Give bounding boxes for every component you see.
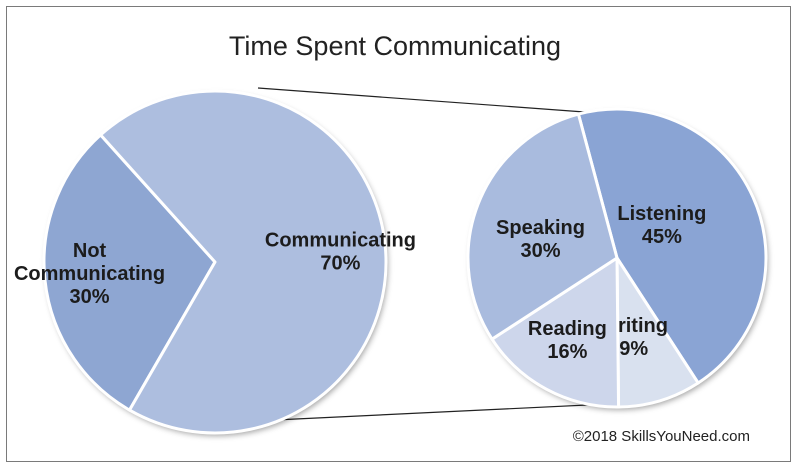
slice-name: Communicating: [265, 229, 416, 251]
chart-title: Time Spent Communicating: [229, 31, 561, 61]
connector-line-bottom: [274, 403, 609, 421]
slice-label-speaking: Speaking 30%: [496, 217, 585, 262]
slice-percent: 70%: [320, 252, 360, 274]
pie-slice-not-communicating: [42, 133, 217, 412]
slice-name: Reading: [528, 318, 607, 340]
slice-label-listening: Listening 45%: [617, 203, 706, 248]
slice-percent: 9%: [619, 338, 648, 360]
slice-name: Communicating: [14, 263, 165, 285]
slice-percent: 45%: [642, 226, 682, 248]
pie-time-communicating: Not Communicating 30%Communicating 70%: [14, 89, 416, 435]
slice-name: Speaking: [496, 217, 585, 239]
pie-communication-breakdown: Listening 45%Writing 9%Reading 16%Speaking 3…: [466, 107, 768, 409]
slice-name: Listening: [617, 203, 706, 225]
slice-label-communicating: Communicating 70%: [265, 229, 416, 274]
connector-line-top: [257, 87, 599, 114]
copyright-text: ©2018 SkillsYouNeed.com: [573, 428, 750, 445]
slice-percent: 30%: [520, 240, 560, 262]
slice-label-reading: Reading 16%: [528, 318, 607, 363]
pie-slice-speaking: [466, 112, 619, 341]
pie-slice-communicating: [99, 89, 388, 435]
slice-label-not-communicating: Not Communicating 30%: [14, 240, 165, 308]
connector-lines: [257, 87, 609, 421]
slice-percent: 30%: [70, 286, 110, 308]
slice-percent: 16%: [547, 341, 587, 363]
slice-name: Not: [73, 240, 107, 262]
pie-slice-reading: [490, 256, 621, 409]
pie-slice-listening: [576, 107, 768, 385]
pie-slice-writing: [615, 256, 700, 409]
